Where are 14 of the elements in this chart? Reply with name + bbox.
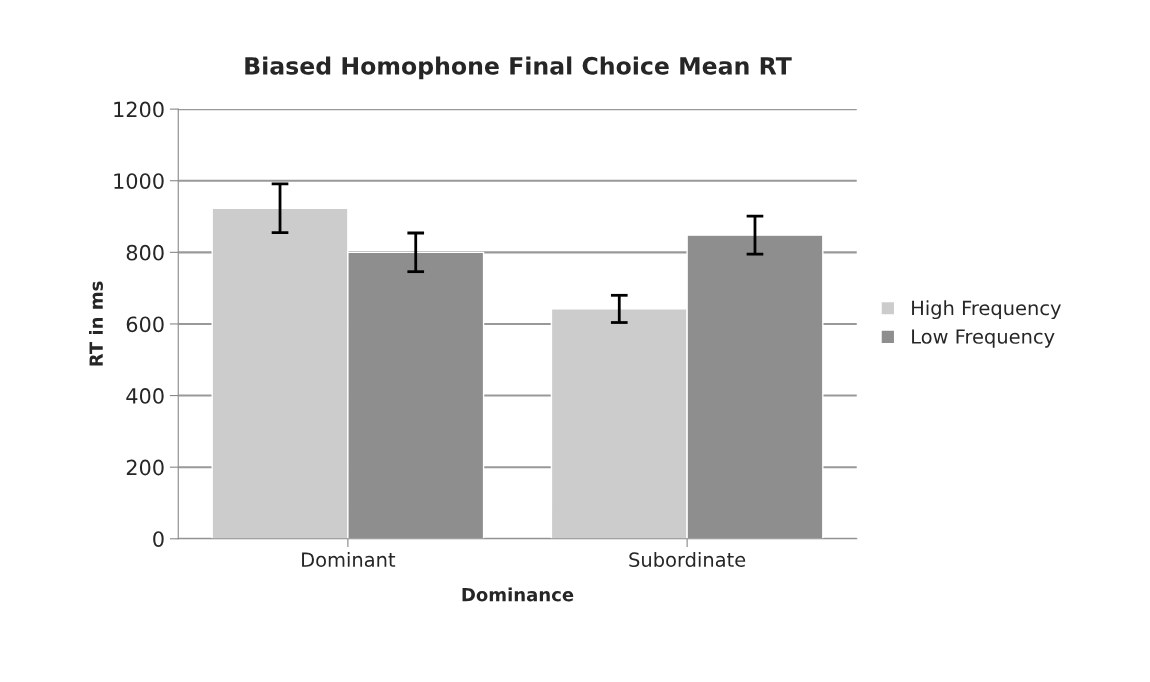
x-tick-label: Subordinate	[629, 551, 746, 568]
x-tick-label: Dominant	[302, 551, 396, 568]
x-axis-title: Dominance	[462, 587, 574, 602]
legend-label: High Frequency	[912, 300, 1061, 320]
y-axis-title: RT in ms	[89, 281, 103, 366]
chart-title: Biased Homophone Final Choice Mean RT	[245, 56, 792, 80]
y-tick-label: 400	[126, 388, 164, 404]
y-tick-label: 1200	[114, 101, 164, 118]
y-tick-label: 0	[153, 531, 164, 547]
y-tick-label: 800	[126, 244, 164, 261]
y-tick-label: 1000	[114, 173, 164, 189]
y-tick-label: 200	[126, 459, 164, 476]
legend-label: Low Frequency	[912, 329, 1055, 348]
y-tick-label: 600	[126, 316, 164, 333]
